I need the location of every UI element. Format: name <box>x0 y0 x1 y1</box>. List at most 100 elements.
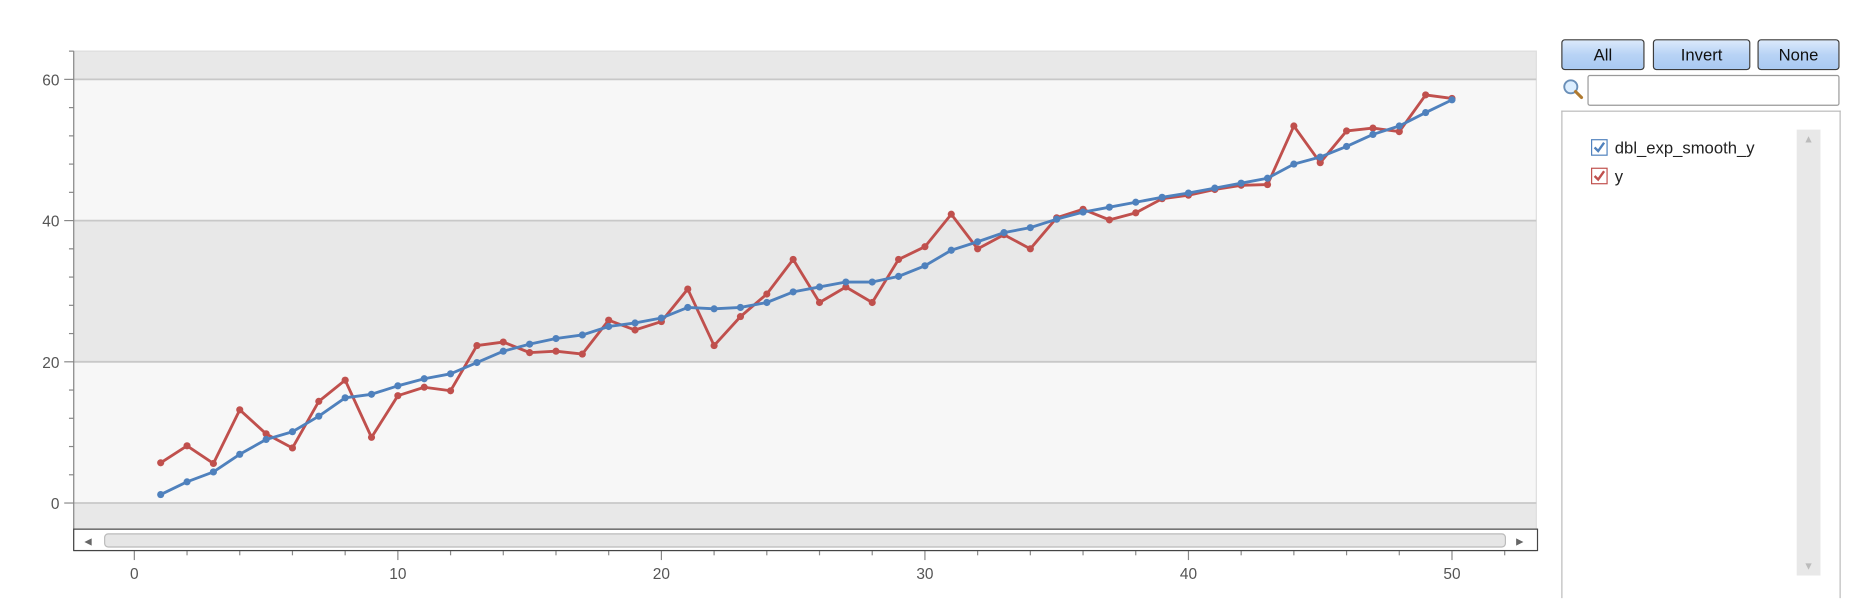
y-tick-label: 0 <box>51 496 60 513</box>
vertical-scrollbar[interactable]: ▲ ▼ <box>1796 129 1821 576</box>
data-point-y <box>447 387 455 395</box>
data-point-dbl-exp-smooth-y <box>921 262 929 270</box>
none-button[interactable]: None <box>1757 39 1840 71</box>
data-point-y <box>789 255 797 263</box>
data-point-y <box>526 349 534 357</box>
series-line-dbl-exp-smooth-y <box>160 98 1453 496</box>
checkbox-checked-icon[interactable] <box>1591 167 1608 185</box>
data-point-dbl-exp-smooth-y <box>183 478 191 486</box>
data-point-y <box>842 283 850 291</box>
series-line-y <box>159 93 1453 465</box>
data-point-y <box>815 298 824 307</box>
x-tick-label: 10 <box>389 566 406 583</box>
data-point-y <box>1316 159 1324 167</box>
data-point-y <box>552 347 560 355</box>
data-point-dbl-exp-smooth-y <box>552 334 560 343</box>
data-point-dbl-exp-smooth-y <box>710 305 718 313</box>
plot-band <box>73 51 1537 80</box>
data-point-y <box>1026 245 1034 253</box>
legend-label: y <box>1614 166 1624 186</box>
data-point-y <box>1105 216 1113 224</box>
data-point-y <box>895 255 903 263</box>
magnifier-icon <box>1563 79 1584 100</box>
all-button[interactable]: All <box>1561 39 1645 71</box>
x-tick-label: 30 <box>916 566 933 583</box>
data-point-dbl-exp-smooth-y <box>605 322 613 331</box>
data-point-y <box>868 298 876 307</box>
y-tick-label: 60 <box>42 72 59 89</box>
y-tick-label: 40 <box>42 214 59 231</box>
series-search-input[interactable] <box>1587 74 1840 106</box>
data-point-y <box>499 338 507 346</box>
data-point-dbl-exp-smooth-y <box>1343 142 1351 151</box>
scrollbar-thumb[interactable] <box>104 533 1506 548</box>
data-point-y <box>1132 209 1140 217</box>
data-point-dbl-exp-smooth-y <box>367 390 376 398</box>
plot-band <box>73 503 1537 530</box>
data-point-dbl-exp-smooth-y <box>657 314 665 322</box>
data-point-y <box>341 376 349 384</box>
data-point-dbl-exp-smooth-y <box>815 283 824 291</box>
data-point-y <box>974 245 982 253</box>
data-point-y <box>1422 91 1430 99</box>
legend-item-dbl-exp-smooth-y[interactable]: dbl_exp_smooth_y <box>1591 136 1755 160</box>
data-point-y <box>921 243 929 251</box>
data-point-y <box>1343 127 1351 135</box>
scroll-right-arrow[interactable]: ▶ <box>1516 537 1524 548</box>
data-point-dbl-exp-smooth-y <box>473 358 481 367</box>
plot-band <box>73 79 1537 221</box>
data-point-dbl-exp-smooth-y <box>1184 189 1193 197</box>
data-point-y <box>315 397 323 405</box>
data-point-y <box>420 383 428 391</box>
data-point-y <box>288 444 297 452</box>
data-point-dbl-exp-smooth-y <box>1369 130 1377 139</box>
horizontal-scrollbar[interactable]: ◀ ▶ <box>73 528 1539 552</box>
data-point-dbl-exp-smooth-y <box>1158 193 1166 201</box>
data-point-dbl-exp-smooth-y <box>1237 179 1245 187</box>
data-point-y <box>183 442 191 450</box>
data-point-y <box>473 342 481 350</box>
x-tick-label: 0 <box>130 566 139 583</box>
checkbox-checked-icon[interactable] <box>1591 139 1608 156</box>
scroll-down-arrow[interactable]: ▼ <box>1803 560 1814 572</box>
series-list: dbl_exp_smooth_y y ▲ ▼ <box>1561 110 1841 599</box>
data-point-y <box>1395 128 1403 136</box>
data-point-dbl-exp-smooth-y <box>499 347 507 355</box>
data-point-dbl-exp-smooth-y <box>1079 208 1087 216</box>
data-point-dbl-exp-smooth-y <box>789 288 797 296</box>
data-point-dbl-exp-smooth-y <box>1422 108 1430 117</box>
plot-band <box>73 220 1537 362</box>
data-point-y <box>736 313 745 321</box>
scroll-left-arrow[interactable]: ◀ <box>84 537 92 548</box>
data-point-dbl-exp-smooth-y <box>1263 174 1272 182</box>
data-point-y <box>394 392 402 400</box>
data-point-y <box>209 459 217 468</box>
data-point-dbl-exp-smooth-y <box>288 428 297 436</box>
data-point-dbl-exp-smooth-y <box>209 468 217 476</box>
data-point-dbl-exp-smooth-y <box>736 303 745 312</box>
data-point-dbl-exp-smooth-y <box>262 435 270 444</box>
x-tick-label: 50 <box>1443 566 1460 583</box>
plot-band <box>73 361 1537 504</box>
data-point-dbl-exp-smooth-y <box>763 298 771 307</box>
x-tick-label: 40 <box>1180 566 1197 583</box>
data-point-dbl-exp-smooth-y <box>1053 215 1061 223</box>
scroll-up-arrow[interactable]: ▲ <box>1803 133 1814 146</box>
data-point-dbl-exp-smooth-y <box>631 319 639 327</box>
data-point-dbl-exp-smooth-y <box>420 375 428 383</box>
data-point-dbl-exp-smooth-y <box>684 303 692 312</box>
invert-button[interactable]: Invert <box>1652 39 1751 71</box>
data-point-dbl-exp-smooth-y <box>315 412 323 420</box>
legend-label: dbl_exp_smooth_y <box>1614 137 1755 157</box>
data-point-y <box>684 285 692 293</box>
data-point-y <box>763 290 771 298</box>
data-point-y <box>1369 124 1377 132</box>
data-point-dbl-exp-smooth-y <box>974 238 982 246</box>
data-point-y <box>262 430 270 438</box>
data-point-dbl-exp-smooth-y <box>1448 96 1456 104</box>
data-point-dbl-exp-smooth-y <box>526 340 534 348</box>
data-point-dbl-exp-smooth-y <box>1395 122 1403 130</box>
data-point-dbl-exp-smooth-y <box>1211 184 1219 192</box>
legend-item-y[interactable]: y <box>1591 164 1623 188</box>
data-point-y <box>710 342 718 350</box>
